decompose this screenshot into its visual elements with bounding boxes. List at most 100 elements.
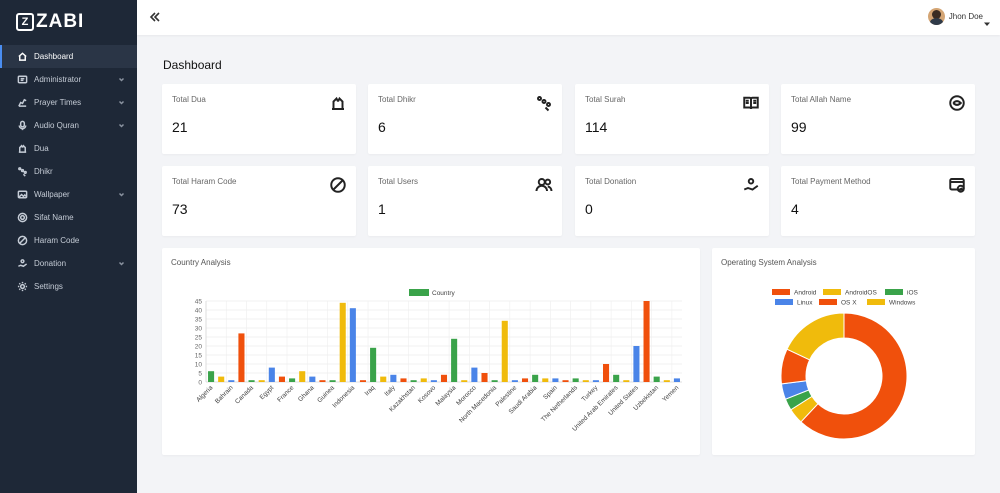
sidebar-item-dhikr[interactable]: Dhikr bbox=[0, 160, 137, 183]
bar[interactable] bbox=[603, 364, 610, 382]
allah-name-icon bbox=[948, 94, 966, 112]
x-tick-label: Ghana bbox=[297, 384, 316, 403]
bar[interactable] bbox=[420, 378, 427, 382]
bar[interactable] bbox=[501, 320, 508, 382]
bar[interactable] bbox=[673, 378, 680, 382]
page-title: Dashboard bbox=[163, 58, 222, 72]
stat-card-label: Total Users bbox=[378, 177, 419, 186]
bar[interactable] bbox=[653, 376, 660, 382]
bar[interactable] bbox=[248, 380, 255, 382]
slice-windows[interactable] bbox=[786, 312, 845, 361]
sidebar-item-label: Dhikr bbox=[34, 167, 53, 176]
bar[interactable] bbox=[390, 374, 397, 382]
bar[interactable] bbox=[532, 374, 539, 382]
sidebar-item-sifat-name[interactable]: Sifat Name bbox=[0, 206, 137, 229]
bar[interactable] bbox=[521, 378, 529, 382]
bar[interactable] bbox=[218, 376, 225, 382]
stat-card-label: Total Surah bbox=[585, 95, 626, 104]
bar[interactable] bbox=[238, 333, 245, 382]
bar[interactable] bbox=[582, 380, 589, 382]
bar[interactable] bbox=[471, 367, 478, 382]
stat-card-total-allah-name: Total Allah Name 99 bbox=[781, 84, 975, 154]
stat-card-value: 1 bbox=[378, 201, 386, 217]
users-icon bbox=[535, 176, 553, 194]
bar[interactable] bbox=[481, 373, 488, 382]
bar[interactable] bbox=[268, 367, 275, 382]
stat-card-total-haram-code: Total Haram Code 73 bbox=[162, 166, 356, 236]
bar[interactable] bbox=[299, 371, 306, 382]
logo[interactable]: Z ZABI bbox=[0, 0, 137, 44]
bar[interactable] bbox=[309, 376, 316, 382]
bar[interactable] bbox=[410, 380, 417, 382]
donation-icon bbox=[17, 258, 28, 269]
bar[interactable] bbox=[633, 346, 640, 382]
sidebar-item-label: Donation bbox=[34, 259, 67, 268]
sidebar-item-haram-code[interactable]: Haram Code bbox=[0, 229, 137, 252]
user-menu[interactable]: Jhon Doe bbox=[927, 8, 990, 26]
bar[interactable] bbox=[400, 378, 407, 382]
stat-card-label: Total Dhikr bbox=[378, 95, 416, 104]
sidebar-item-wallpaper[interactable]: Wallpaper bbox=[0, 183, 137, 206]
bar[interactable] bbox=[228, 380, 235, 382]
y-tick-label: 10 bbox=[195, 362, 203, 369]
sidebar-item-label: Haram Code bbox=[34, 236, 80, 245]
collapse-sidebar-button[interactable] bbox=[148, 10, 162, 24]
y-tick-label: 40 bbox=[195, 308, 203, 315]
bar[interactable] bbox=[572, 378, 579, 382]
bar[interactable] bbox=[461, 380, 468, 382]
sidebar-item-administrator[interactable]: Administrator bbox=[0, 68, 137, 91]
bar[interactable] bbox=[339, 302, 346, 382]
sidebar-item-settings[interactable]: Settings bbox=[0, 275, 137, 298]
sidebar: Z ZABI Dashboard Administrator Prayer Time… bbox=[0, 0, 137, 493]
x-tick-label: Turkey bbox=[581, 384, 600, 403]
stat-card-value: 0 bbox=[585, 201, 593, 217]
bar[interactable] bbox=[562, 380, 569, 382]
bar[interactable] bbox=[542, 378, 549, 382]
stat-card-label: Total Allah Name bbox=[791, 95, 852, 104]
sidebar-item-label: Prayer Times bbox=[34, 98, 82, 107]
legend-label: Country bbox=[432, 290, 456, 297]
bar[interactable] bbox=[208, 371, 215, 382]
bar[interactable] bbox=[380, 376, 387, 382]
bar[interactable] bbox=[643, 301, 650, 382]
bar[interactable] bbox=[370, 347, 377, 382]
stat-card-total-payment-method: Total Payment Method 4 bbox=[781, 166, 975, 236]
ban-icon bbox=[17, 235, 28, 246]
bar[interactable] bbox=[289, 378, 296, 382]
bar[interactable] bbox=[258, 380, 265, 382]
sidebar-item-prayer-times[interactable]: Prayer Times bbox=[0, 91, 137, 114]
bar[interactable] bbox=[440, 374, 448, 382]
legend-swatch bbox=[885, 289, 903, 295]
sidebar-item-dashboard[interactable]: Dashboard bbox=[0, 45, 137, 68]
bar[interactable] bbox=[552, 378, 559, 382]
bar[interactable] bbox=[451, 338, 458, 382]
sidebar-item-dua[interactable]: Dua bbox=[0, 137, 137, 160]
bar[interactable] bbox=[592, 380, 599, 382]
legend-label: OS X bbox=[841, 300, 857, 307]
bar[interactable] bbox=[430, 380, 437, 382]
bar[interactable] bbox=[613, 374, 620, 382]
legend-label: AndroidOS bbox=[845, 290, 877, 297]
x-tick-label: Algeria bbox=[195, 384, 215, 404]
bar[interactable] bbox=[623, 380, 630, 382]
legend-swatch bbox=[867, 299, 885, 305]
bar[interactable] bbox=[349, 308, 356, 382]
x-tick-label: Spain bbox=[542, 384, 559, 401]
bar[interactable] bbox=[278, 376, 285, 382]
bar[interactable] bbox=[491, 380, 498, 382]
slice-android[interactable] bbox=[800, 312, 908, 440]
bar[interactable] bbox=[319, 380, 326, 382]
dua-icon bbox=[17, 143, 28, 154]
bar[interactable] bbox=[329, 380, 336, 382]
avatar bbox=[927, 8, 945, 25]
sidebar-item-donation[interactable]: Donation bbox=[0, 252, 137, 275]
caret-down-icon bbox=[984, 14, 990, 26]
x-tick-label: Yemen bbox=[661, 384, 680, 403]
x-tick-label: Malaysia bbox=[434, 384, 457, 407]
bar[interactable] bbox=[663, 380, 670, 382]
x-tick-label: Canada bbox=[234, 384, 255, 405]
bar[interactable] bbox=[511, 380, 518, 382]
bar[interactable] bbox=[359, 380, 367, 382]
sidebar-item-audio-quran[interactable]: Audio Quran bbox=[0, 114, 137, 137]
stat-card-value: 73 bbox=[172, 201, 188, 217]
